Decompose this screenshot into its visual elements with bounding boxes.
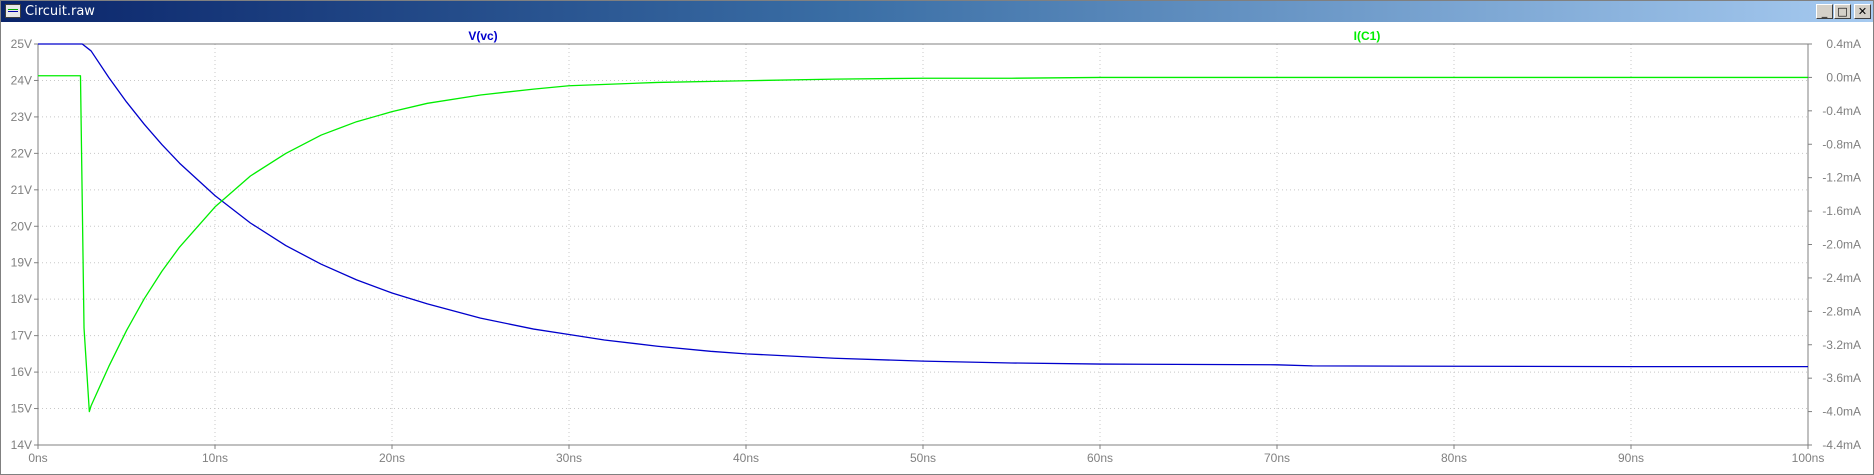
right-tick-label: -3.6mA xyxy=(1822,371,1861,385)
left-tick-label: 17V xyxy=(11,329,32,343)
close-button[interactable]: ✕ xyxy=(1854,4,1871,19)
window-title: Circuit.raw xyxy=(25,4,95,19)
x-tick-label: 50ns xyxy=(910,451,936,465)
title-bar[interactable]: Circuit.raw _ □ ✕ xyxy=(1,1,1873,22)
x-tick-label: 60ns xyxy=(1087,451,1113,465)
x-axis: 0ns 10ns 20ns 30ns 40ns 50ns 60ns 70ns 80ns 90ns 1… xyxy=(28,445,1824,465)
right-tick-label: -2.8mA xyxy=(1822,304,1861,318)
trace-label[interactable]: I(C1) xyxy=(1354,29,1381,43)
left-axis: 25V 24V 23V 22V 21V 20V 19V 18V 17V 16V 15V 14V xyxy=(11,37,38,452)
waveform-app-icon[interactable] xyxy=(5,4,21,18)
left-tick-label: 16V xyxy=(11,365,32,379)
x-tick-label: 0ns xyxy=(28,451,47,465)
left-tick-label: 15V xyxy=(11,402,32,416)
right-tick-label: 0.0mA xyxy=(1826,70,1861,84)
x-tick-label: 90ns xyxy=(1618,451,1644,465)
right-axis: 0.4mA 0.0mA -0.4mA -0.8mA -1.2mA -1.6mA -2.0mA… xyxy=(1808,37,1861,452)
x-tick-label: 100ns xyxy=(1792,451,1825,465)
x-tick-label: 40ns xyxy=(733,451,759,465)
x-tick-label: 30ns xyxy=(556,451,582,465)
x-tick-label: 70ns xyxy=(1264,451,1290,465)
right-tick-label: -0.4mA xyxy=(1822,104,1861,118)
right-tick-label: -1.2mA xyxy=(1822,171,1861,185)
series-line-v-vc[interactable] xyxy=(38,43,1808,368)
right-tick-label: -3.2mA xyxy=(1822,338,1861,352)
series-group xyxy=(38,43,1808,413)
plot-area[interactable]: 25V 24V 23V 22V 21V 20V 19V 18V 17V 16V 15V 14V 0.4… xyxy=(1,22,1873,474)
right-tick-label: -2.0mA xyxy=(1822,238,1861,252)
left-tick-label: 23V xyxy=(11,110,32,124)
left-tick-label: 25V xyxy=(11,37,32,51)
series-line-i-c1[interactable] xyxy=(38,75,1808,413)
right-tick-label: -4.4mA xyxy=(1822,438,1861,452)
left-tick-label: 22V xyxy=(11,146,32,160)
trace-labels: V(vc) I(C1) xyxy=(468,29,1380,43)
right-tick-label: -2.4mA xyxy=(1822,271,1861,285)
right-tick-label: -4.0mA xyxy=(1822,405,1861,419)
right-tick-label: 0.4mA xyxy=(1826,37,1861,51)
x-tick-label: 20ns xyxy=(379,451,405,465)
minimize-button[interactable]: _ xyxy=(1816,4,1833,19)
trace-label[interactable]: V(vc) xyxy=(468,29,497,43)
left-tick-label: 19V xyxy=(11,256,32,270)
left-tick-label: 24V xyxy=(11,73,32,87)
x-tick-label: 10ns xyxy=(202,451,228,465)
right-tick-label: -0.8mA xyxy=(1822,137,1861,151)
x-tick-label: 80ns xyxy=(1441,451,1467,465)
plot-background xyxy=(1,22,1873,474)
right-tick-label: -1.6mA xyxy=(1822,204,1861,218)
left-tick-label: 20V xyxy=(11,219,32,233)
maximize-button[interactable]: □ xyxy=(1834,4,1851,19)
left-tick-label: 21V xyxy=(11,183,32,197)
left-tick-label: 18V xyxy=(11,292,32,306)
left-tick-label: 14V xyxy=(11,438,32,452)
